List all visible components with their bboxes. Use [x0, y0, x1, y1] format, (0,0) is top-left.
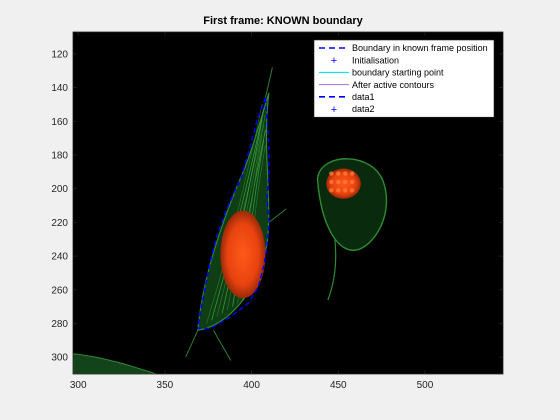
chart-title: First frame: KNOWN boundary [203, 15, 363, 27]
y-axis: 120 140 160 180 200 220 240 260 280 300 [51, 49, 503, 364]
y-tick-label: 220 [51, 218, 68, 229]
cell-protrusion [264, 67, 273, 98]
legend-symbol: + [331, 104, 337, 116]
nucleolus-dot [343, 188, 348, 193]
x-axis: 300 350 400 450 500 [70, 32, 434, 391]
y-tick-label: 300 [51, 353, 68, 364]
boundary-line [197, 97, 270, 330]
y-tick-label: 140 [51, 83, 68, 94]
y-tick-label: 120 [51, 49, 68, 60]
legend-label: data2 [352, 104, 375, 114]
cell-protrusion [213, 329, 232, 361]
left-cell-nucleus [220, 210, 266, 299]
x-tick-label: 350 [157, 380, 174, 391]
nucleolus-dot [329, 171, 334, 176]
right-cell-tail [327, 239, 337, 301]
legend-label: After active contours [352, 80, 435, 90]
nucleolus-dot [329, 179, 334, 185]
legend: Boundary in known frame position + Initial… [313, 39, 495, 118]
nucleolus-dot [336, 171, 341, 176]
y-tick-label: 160 [51, 117, 68, 128]
series-layer [197, 97, 270, 330]
y-tick-label: 280 [51, 319, 68, 330]
cell-protrusion [185, 329, 199, 358]
nucleolus-dot [349, 171, 355, 176]
nucleolus-dot [349, 188, 355, 193]
nucleolus-dot [343, 171, 348, 176]
legend-label: Boundary in known frame position [352, 43, 488, 53]
y-tick-label: 260 [51, 285, 68, 296]
y-tick-label: 180 [51, 150, 68, 161]
x-tick-label: 300 [70, 380, 87, 391]
cell-protrusion [268, 208, 287, 223]
legend-symbol: + [331, 55, 337, 67]
legend-label: Initialisation [352, 55, 399, 65]
y-tick-label: 200 [51, 184, 68, 195]
legend-label: boundary starting point [352, 68, 444, 78]
legend-box [313, 39, 495, 118]
nucleolus-dot [329, 188, 334, 193]
x-tick-label: 500 [417, 380, 434, 391]
axes-frame [72, 31, 504, 375]
micrograph-image [73, 67, 388, 374]
y-tick-label: 240 [51, 252, 68, 263]
x-tick-label: 400 [243, 380, 260, 391]
nucleolus-dot [343, 179, 348, 185]
x-tick-label: 450 [330, 380, 347, 391]
legend-label: data1 [352, 92, 375, 102]
nucleolus-dot [349, 179, 355, 185]
nucleolus-dot [336, 188, 341, 193]
nucleolus-dot [336, 179, 341, 185]
